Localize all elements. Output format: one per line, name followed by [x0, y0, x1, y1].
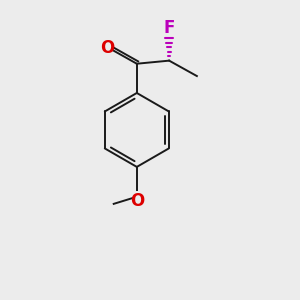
Text: O: O	[130, 191, 144, 209]
Text: F: F	[164, 19, 175, 37]
Text: O: O	[100, 39, 114, 57]
